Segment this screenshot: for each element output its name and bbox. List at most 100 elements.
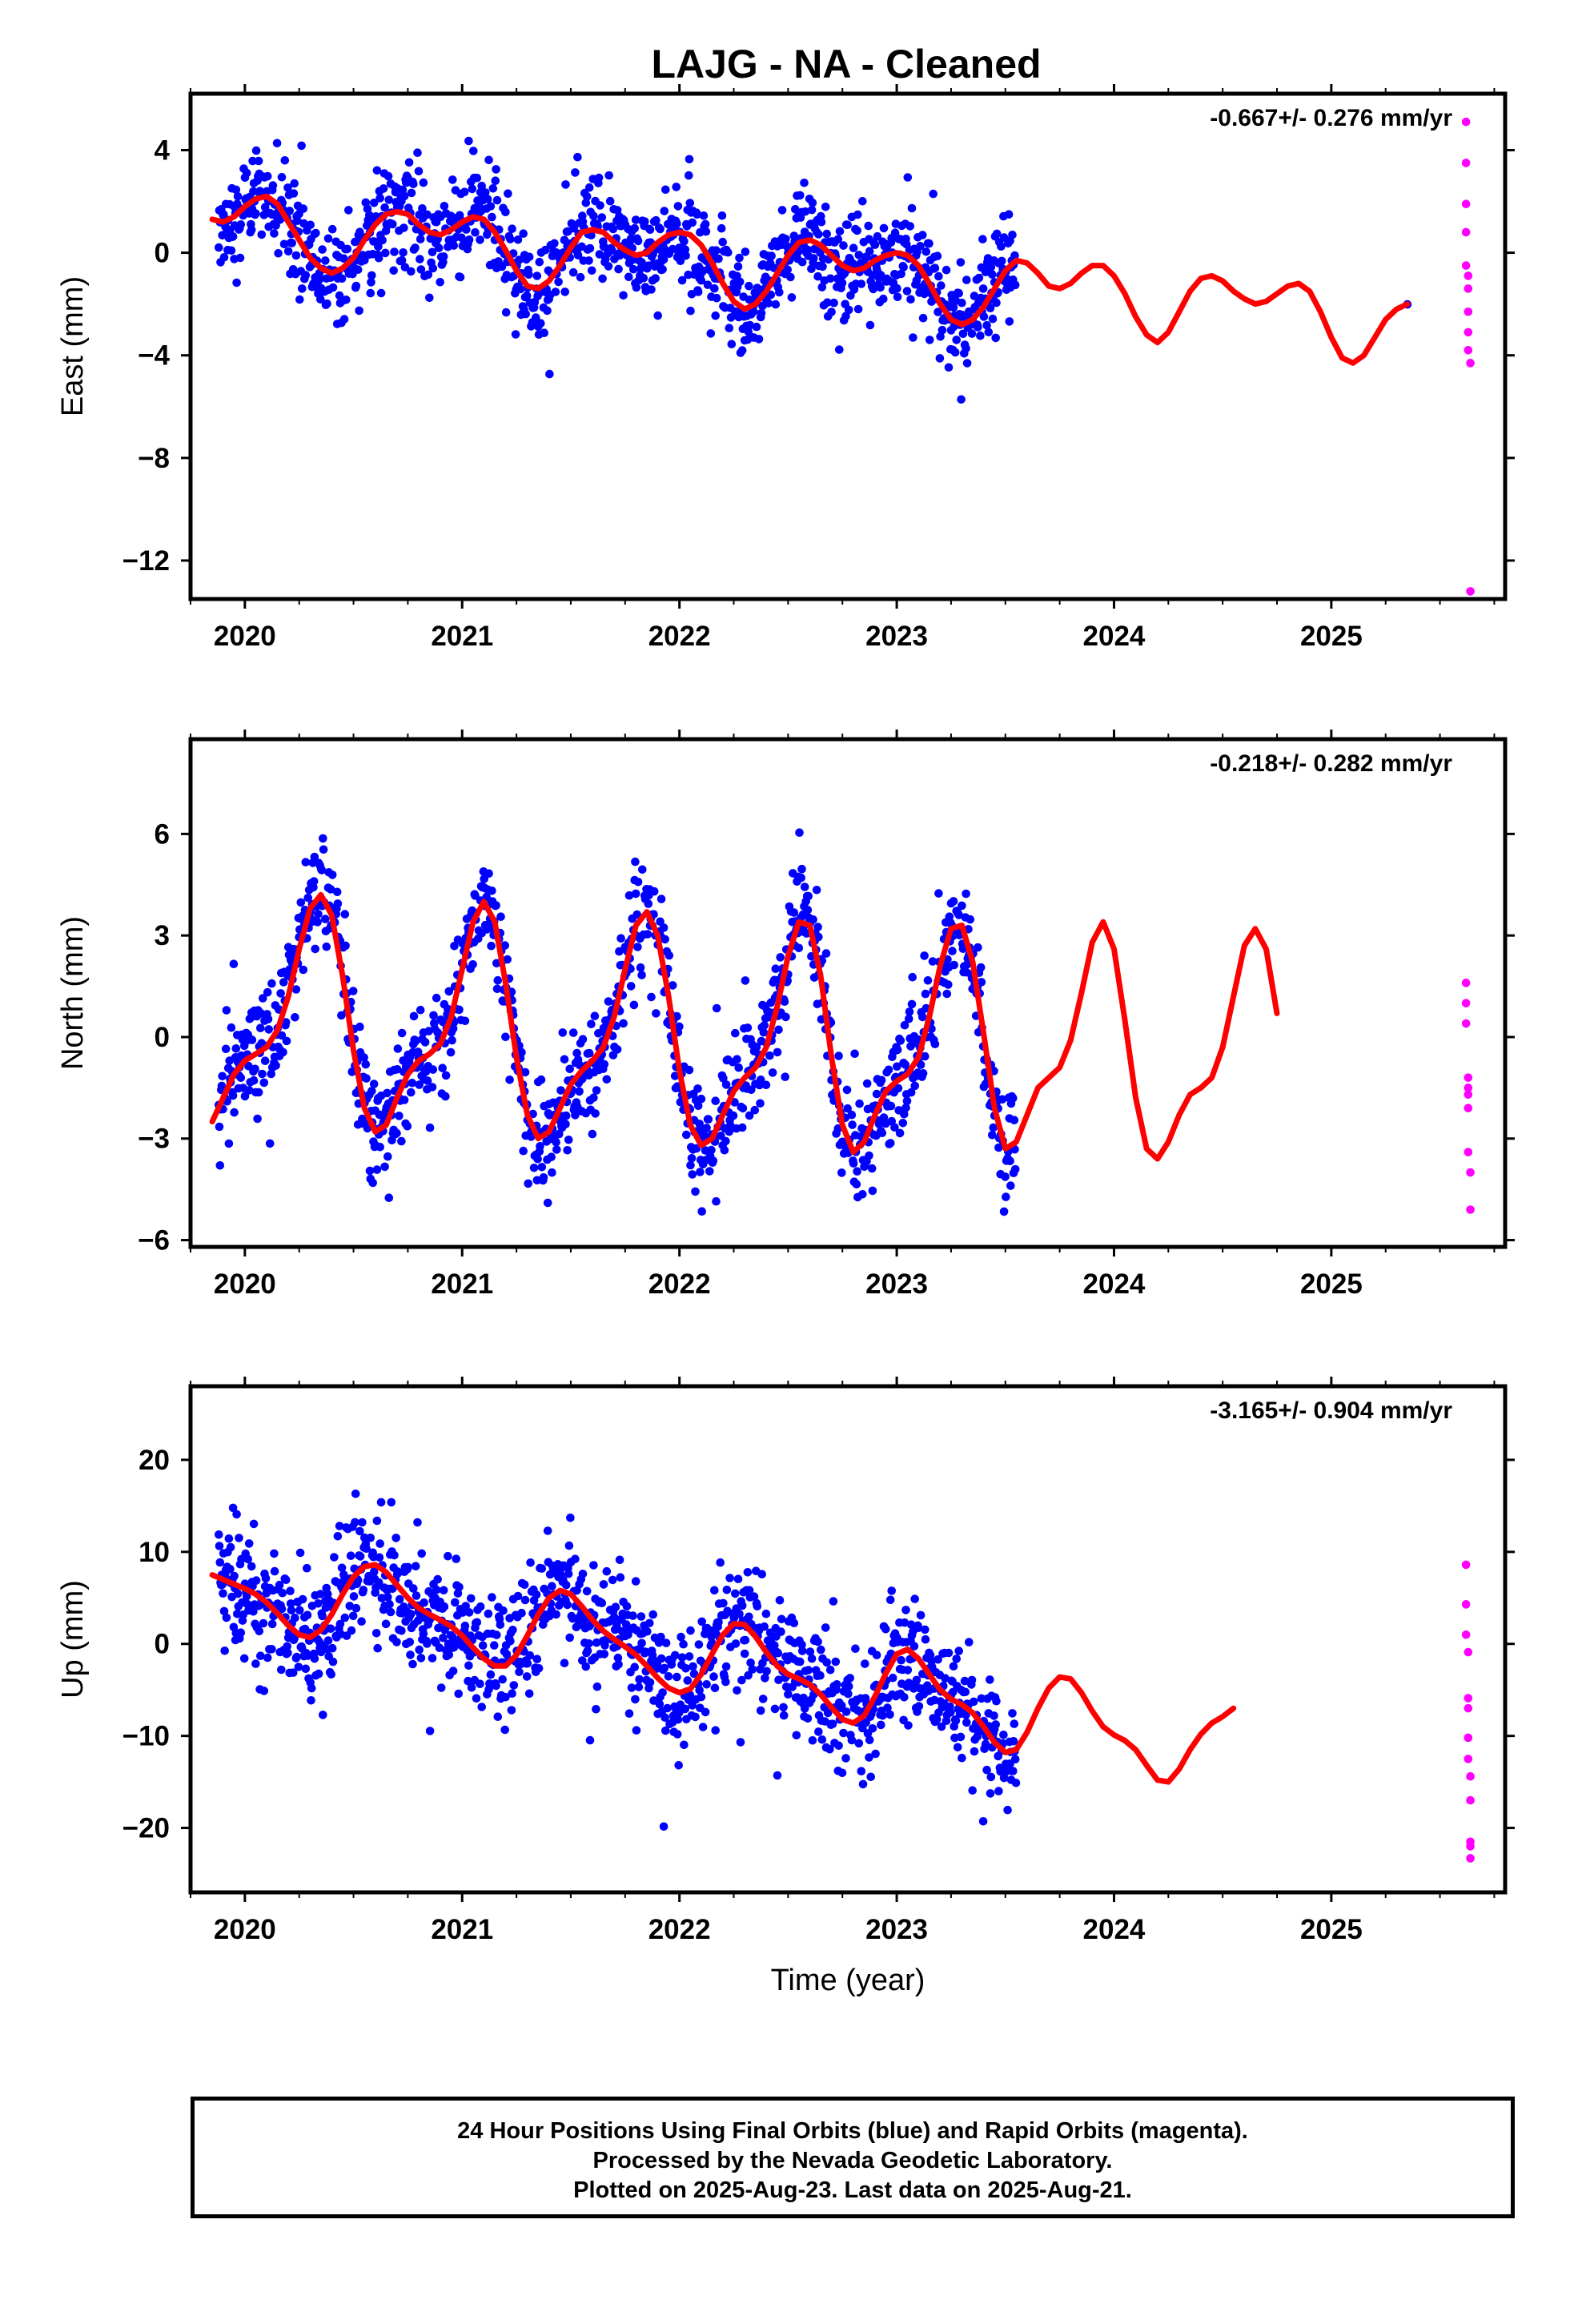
final-point (822, 1658, 831, 1667)
final-point (491, 176, 500, 185)
final-point (1413, 0, 1422, 4)
final-point (337, 274, 347, 283)
final-point (468, 184, 477, 194)
final-point (301, 858, 311, 866)
y-tick-label: −6 (138, 1225, 170, 1256)
final-point (259, 994, 267, 1003)
final-point (460, 1016, 470, 1026)
final-point (550, 239, 559, 248)
final-point (756, 1076, 765, 1084)
final-point (1410, 0, 1419, 4)
final-point (287, 1606, 296, 1615)
final-point (381, 1619, 391, 1629)
final-point (242, 1592, 251, 1601)
final-point (515, 1667, 524, 1676)
final-point (399, 248, 408, 257)
final-point (323, 234, 333, 243)
final-point (566, 1514, 575, 1522)
final-point (319, 834, 327, 843)
final-point (1450, 0, 1459, 4)
final-point (1456, 0, 1464, 4)
final-point (928, 957, 938, 966)
final-point (901, 1060, 910, 1069)
final-point (215, 1530, 223, 1539)
final-point (369, 1080, 379, 1088)
final-point (841, 1754, 850, 1763)
final-point (754, 335, 764, 344)
y-tick-label: 0 (155, 238, 170, 269)
final-point (372, 166, 382, 175)
x-tick-label: 2024 (1083, 621, 1146, 652)
final-point (1429, 0, 1438, 4)
final-point (909, 1642, 919, 1651)
model-fit-line (209, 891, 1280, 1162)
final-point (303, 1563, 311, 1573)
final-point (685, 155, 694, 164)
final-point (526, 1558, 535, 1567)
final-point (616, 934, 625, 943)
rapid-point (1466, 359, 1475, 368)
final-point (686, 306, 695, 316)
final-point (355, 227, 364, 237)
x-tick-label: 2022 (648, 1914, 711, 1945)
final-point (904, 1721, 913, 1730)
rapid-point (1464, 1755, 1473, 1763)
final-point (592, 1682, 602, 1691)
final-point (441, 1092, 450, 1101)
final-point (970, 1747, 979, 1756)
final-point (1434, 0, 1443, 4)
rate-annotation: -0.218+/- 0.282 mm/yr (1210, 750, 1452, 777)
final-point (279, 239, 289, 249)
final-point (446, 1047, 456, 1057)
final-point (254, 156, 263, 166)
final-point (1423, 0, 1431, 4)
final-point (914, 1702, 924, 1711)
final-point (433, 1574, 442, 1584)
final-point (937, 281, 946, 290)
final-point (1432, 0, 1441, 4)
final-point (561, 1120, 570, 1128)
final-point (1404, 0, 1413, 4)
final-point (509, 1681, 519, 1690)
final-point (362, 1544, 371, 1554)
final-point (1419, 0, 1428, 4)
final-point (634, 1683, 644, 1691)
final-point (1419, 0, 1427, 4)
final-point (967, 329, 977, 338)
final-point (1438, 0, 1447, 4)
final-point (573, 152, 582, 162)
final-point (478, 1641, 488, 1650)
final-point (407, 267, 416, 276)
final-point (235, 1534, 243, 1542)
final-point (1460, 0, 1468, 4)
final-point (529, 1164, 539, 1172)
rapid-point (1461, 117, 1471, 127)
final-point (637, 971, 646, 979)
final-point (340, 910, 350, 919)
final-point (1423, 0, 1432, 4)
final-point (999, 1731, 1008, 1739)
final-point (877, 1720, 885, 1730)
final-point (633, 878, 643, 887)
final-point (912, 1675, 921, 1685)
final-point (605, 196, 615, 206)
caption-line-2: Processed by the Nevada Geodetic Laborat… (592, 2148, 1113, 2173)
final-point (1410, 0, 1419, 4)
final-point (934, 271, 943, 281)
final-point (799, 1693, 808, 1703)
final-point (910, 1594, 919, 1603)
final-point (318, 1611, 327, 1621)
final-point (773, 1771, 782, 1780)
final-point (1443, 0, 1452, 4)
final-point (611, 1602, 620, 1611)
final-point (918, 1069, 928, 1078)
final-point (752, 1043, 761, 1051)
final-point (934, 1655, 942, 1664)
final-point (275, 215, 285, 224)
final-point (1455, 0, 1464, 4)
final-point (817, 218, 826, 227)
final-point (626, 234, 636, 243)
final-point (522, 291, 532, 300)
final-point (249, 1519, 259, 1529)
final-point (543, 1198, 552, 1208)
